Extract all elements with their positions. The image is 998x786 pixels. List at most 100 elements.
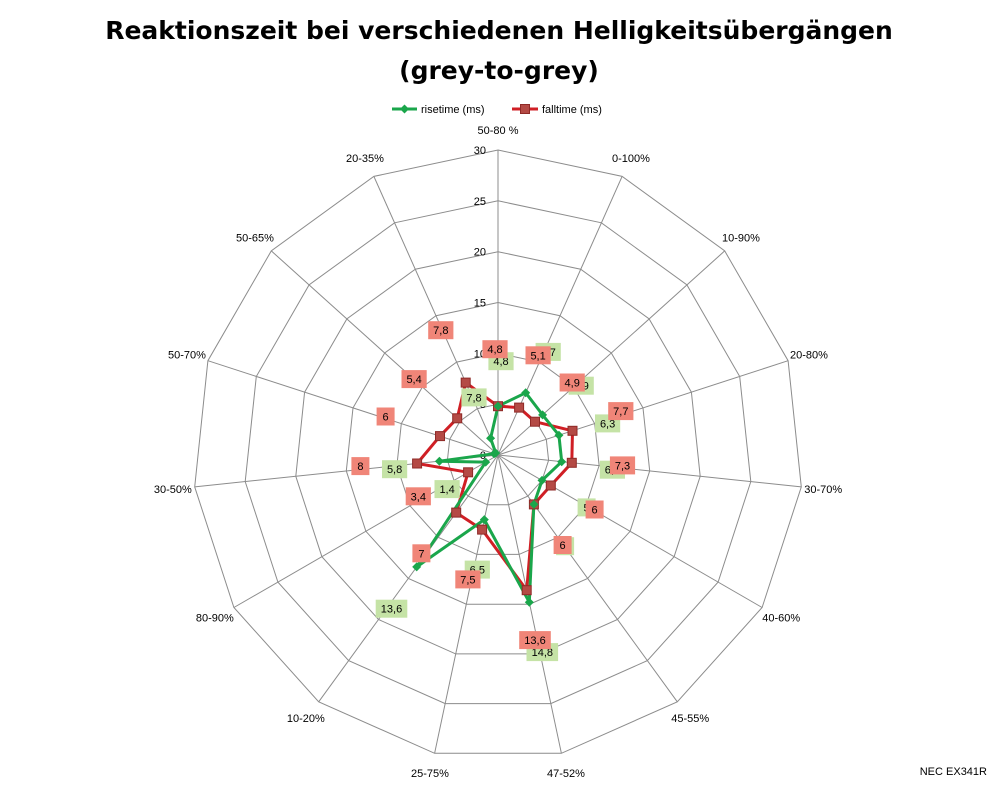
category-label: 47-52% (547, 768, 585, 780)
grid-spoke (318, 454, 499, 703)
falltime-data-label-bg (608, 402, 634, 421)
falltime-data-label: 5,1 (530, 350, 545, 362)
monitor-model-label: NEC EX341R (920, 766, 987, 778)
risetime-data-label: 4,8 (493, 356, 508, 368)
falltime-data-label-bg (519, 631, 551, 650)
data-point (435, 431, 445, 442)
data-point (521, 585, 532, 596)
category-label: 10-90% (722, 233, 760, 245)
category-label: 50-65% (236, 233, 274, 245)
risetime-data-label-bg (375, 599, 408, 618)
data-point (412, 458, 423, 469)
chart-legend: risetime (ms) falltime (ms) (392, 104, 602, 116)
data-point (463, 467, 474, 478)
grid-ring (194, 149, 802, 754)
legend-label-risetime: risetime (ms) (421, 104, 485, 116)
data-point (477, 524, 488, 535)
data-point (537, 475, 547, 485)
data-point (479, 515, 489, 525)
data-point (514, 402, 525, 413)
grid-ring (295, 251, 701, 655)
data-point (545, 480, 556, 491)
data-point (538, 410, 548, 420)
falltime-data-label-bg (525, 346, 551, 365)
data-point (412, 562, 422, 572)
falltime-data-label-bg (559, 373, 585, 392)
data-point (452, 413, 463, 424)
falltime-data-label: 7,7 (613, 406, 628, 418)
falltime-data-label-bg (553, 536, 572, 554)
category-label: 80-90% (196, 613, 234, 625)
data-point (566, 457, 577, 468)
category-labels: 50-80 % 0-100% 10-90% 20-80% 30-70% 40-60% 45-… (154, 125, 843, 780)
falltime-data-label: 4,9 (565, 378, 580, 390)
falltime-data-label: 5,4 (406, 374, 421, 386)
data-point (434, 456, 444, 466)
data-labels: 4,86,75,96,36,35614,86,513,61,45,87,84,8… (351, 321, 636, 662)
data-point (521, 388, 531, 398)
legend-label-falltime: falltime (ms) (542, 104, 602, 116)
risetime-data-label: 7,8 (466, 392, 481, 404)
legend-marker-falltime (520, 104, 530, 114)
grid-ring (345, 301, 651, 605)
grid-spoke (434, 454, 499, 754)
data-point (460, 377, 471, 388)
category-label: 25-75% (411, 768, 449, 780)
falltime-data-label: 7,3 (615, 460, 630, 472)
risetime-data-label: 5,8 (387, 464, 402, 476)
falltime-data-label-bg (405, 487, 431, 506)
grid-spoke (497, 454, 678, 703)
grid-spoke (373, 176, 499, 456)
grid-spoke (497, 454, 763, 608)
series-layer (412, 377, 578, 607)
category-label: 40-60% (762, 613, 800, 625)
falltime-data-label-bg (428, 321, 454, 340)
falltime-data-label: 4,8 (487, 344, 502, 356)
risetime-data-label: 1,4 (439, 484, 454, 496)
chart-title-line-1: Reaktionszeit bei verschiedenen Helligke… (105, 16, 893, 45)
falltime-data-label: 3,4 (411, 491, 426, 503)
data-point (524, 597, 534, 607)
falltime-data-label-bg (401, 370, 427, 389)
data-point (481, 457, 491, 467)
chart-title-line-2: (grey-to-grey) (399, 56, 599, 85)
data-point (486, 433, 496, 443)
risetime-data-label-bg (434, 480, 460, 499)
grid-spoke (497, 454, 802, 488)
data-point (530, 416, 540, 427)
category-label: 20-35% (346, 153, 384, 165)
data-point (567, 425, 578, 436)
falltime-data-label: 7 (418, 548, 424, 560)
risetime-data-label-bg (461, 388, 487, 407)
falltime-data-label: 6 (592, 505, 598, 517)
falltime-data-label: 6 (560, 540, 566, 552)
grid-spoke (497, 360, 789, 456)
tick-label: 20 (474, 247, 486, 259)
grid-ring (446, 403, 550, 506)
data-point (557, 457, 567, 467)
data-point (451, 507, 462, 518)
series-line (415, 381, 574, 592)
grid-ring (396, 352, 600, 555)
falltime-data-label-bg (609, 456, 636, 475)
falltime-data-label: 6 (383, 412, 389, 424)
category-label: 20-80% (790, 350, 828, 362)
tick-label: 30 (474, 145, 486, 157)
falltime-data-label: 8 (357, 461, 363, 473)
falltime-data-label-bg (585, 500, 604, 519)
data-point (554, 430, 564, 440)
data-point (493, 401, 503, 411)
falltime-data-label: 7,5 (460, 574, 475, 586)
grid-spoke (497, 176, 623, 456)
falltime-data-label-bg (482, 340, 508, 359)
tick-label: 15 (474, 298, 486, 310)
falltime-data-label: 13,6 (524, 635, 545, 647)
tick-label: 25 (474, 196, 486, 208)
category-label: 50-70% (168, 350, 206, 362)
category-label: 30-50% (154, 484, 192, 496)
category-label: 50-80 % (478, 125, 519, 137)
category-label: 10-20% (287, 713, 325, 725)
category-label: 0-100% (612, 153, 650, 165)
falltime-data-label-bg (455, 570, 481, 589)
category-label: 45-55% (671, 713, 709, 725)
